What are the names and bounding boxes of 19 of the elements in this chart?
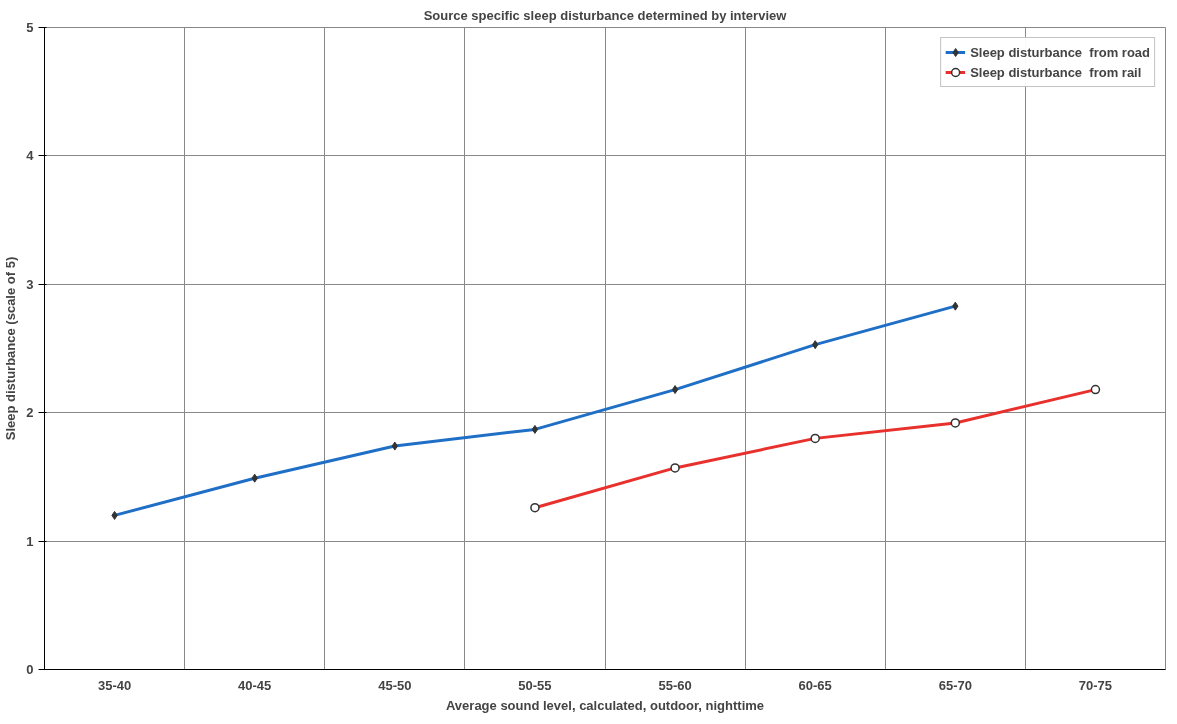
y-tick-label: 1 <box>26 533 34 549</box>
y-tick-label: 5 <box>26 20 34 35</box>
legend-label: Sleep disturbance from road <box>970 44 1150 60</box>
y-axis-title: Sleep disturbance (scale of 5) <box>3 256 19 441</box>
y-tick-label: 0 <box>26 662 34 677</box>
x-tick-label: 45-50 <box>378 677 412 693</box>
legend-label: Sleep disturbance from rail <box>970 64 1142 80</box>
y-tick-label: 3 <box>26 276 34 292</box>
x-tick-label: 40-45 <box>238 677 272 693</box>
x-tick-label: 50-55 <box>518 677 552 693</box>
x-tick-label: 70-75 <box>1078 677 1113 693</box>
y-tick-label: 2 <box>26 405 34 421</box>
x-axis-title: Average sound level, calculated, outdoor, nighttime <box>445 697 765 713</box>
chart-title: Source specific sleep disturbance determined by interview <box>423 7 788 23</box>
x-tick-label: 60-65 <box>798 677 832 693</box>
x-tick-label: 35-40 <box>97 677 132 693</box>
y-tick-label: 4 <box>26 148 35 164</box>
x-tick-label: 65-70 <box>938 677 972 693</box>
x-tick-label: 55-60 <box>658 677 692 693</box>
